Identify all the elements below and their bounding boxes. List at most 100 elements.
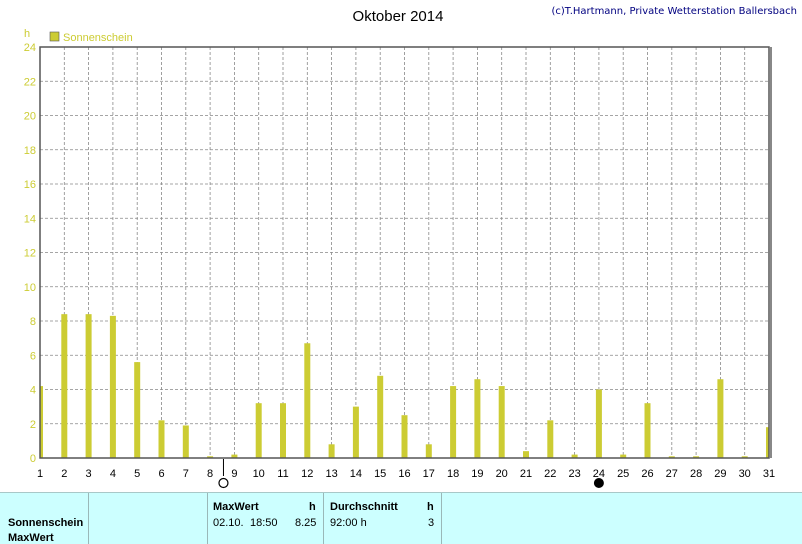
sunshine-bar <box>620 454 627 458</box>
sunshine-bar <box>741 456 748 458</box>
sunshine-bar <box>304 343 311 458</box>
sunshine-bar <box>693 456 700 458</box>
sunshine-bar <box>571 454 578 458</box>
bar-series <box>40 314 769 458</box>
sunshine-bar <box>61 314 68 458</box>
x-tick-label: 29 <box>714 468 726 480</box>
x-tick-label: 21 <box>520 468 532 480</box>
x-tick-label: 17 <box>423 468 435 480</box>
sunshine-bar <box>668 456 675 458</box>
y-tick-label: 2 <box>30 419 36 431</box>
sunshine-bar <box>425 444 432 458</box>
grid-layer <box>40 47 769 458</box>
max-unit: h <box>309 501 316 513</box>
plot-edge-line <box>770 47 772 458</box>
plot-frame <box>39 46 770 459</box>
y-tick-label: 18 <box>24 145 36 157</box>
y-tick-label: 16 <box>24 179 36 191</box>
y-tick-label: 20 <box>24 111 36 123</box>
y-tick-label: 12 <box>24 248 36 260</box>
x-tick-label: 13 <box>325 468 337 480</box>
sunshine-bar <box>644 403 651 458</box>
x-tick-label: 22 <box>544 468 556 480</box>
footer-divider <box>323 493 324 544</box>
y-tick-label: 8 <box>30 316 36 328</box>
legend-label: Sonnenschein <box>63 32 133 44</box>
sunshine-bar <box>450 386 457 458</box>
footer-divider <box>441 493 442 544</box>
x-tick-label: 16 <box>398 468 410 480</box>
sunshine-bar <box>474 379 481 458</box>
sunshine-bar <box>401 415 408 458</box>
sunshine-bar <box>158 420 165 458</box>
avg-header: Durchschnitt <box>330 501 398 513</box>
y-tick-label: 22 <box>24 76 36 88</box>
sunshine-bar <box>255 403 262 458</box>
x-tick-label: 24 <box>593 468 605 480</box>
max-date: 02.10. <box>213 517 244 529</box>
x-tick-label: 31 <box>763 468 775 480</box>
x-tick-label: 26 <box>641 468 653 480</box>
max-header: MaxWert <box>213 501 259 513</box>
y-tick-label: 10 <box>24 282 36 294</box>
sunshine-bar <box>766 427 769 458</box>
row-label-sonnenschein: Sonnenschein <box>8 517 84 529</box>
x-tick-labels: 1 2 3 4 5 6 7 8 9 10 11 12 13 14 15 16 17 18 19 20 21 22 23 24 2… <box>37 468 775 480</box>
footer-divider <box>207 493 208 544</box>
sunshine-bar <box>547 420 554 458</box>
x-tick-label: 23 <box>568 468 580 480</box>
avg-value: 3 <box>428 517 435 529</box>
moon-markers <box>218 459 604 489</box>
sunshine-bar <box>280 403 286 458</box>
y-tick-label: 6 <box>30 350 36 362</box>
x-tick-label: 18 <box>447 468 459 480</box>
sunshine-bar <box>85 314 92 458</box>
max-time: 18:50 <box>250 517 278 529</box>
x-tick-label: 28 <box>690 468 702 480</box>
new-moon-icon <box>593 478 604 488</box>
sunshine-chart: Oktober 2014 (c)T.Hartmann, Private Wett… <box>24 6 797 489</box>
avg-unit: h <box>427 501 434 513</box>
x-tick-label: 27 <box>666 468 678 480</box>
sunshine-bar <box>40 386 43 458</box>
x-tick-label: 12 <box>301 468 313 480</box>
sunshine-bar <box>717 379 724 458</box>
x-tick-label: 15 <box>374 468 386 480</box>
sunshine-bar <box>231 454 238 458</box>
y-tick-label: 4 <box>30 385 36 397</box>
stats-footer: Sonnenschein MaxWert MaxWert h 02.10. 18… <box>0 492 802 544</box>
x-tick-label: 14 <box>350 468 362 480</box>
sunshine-bar <box>352 406 359 458</box>
x-tick-label: 20 <box>496 468 508 480</box>
row-label-maxwert: MaxWert <box>8 532 54 544</box>
x-tick-label: 5 <box>134 468 140 480</box>
x-tick-label: 3 <box>86 468 92 480</box>
x-tick-label: 8 <box>207 468 213 480</box>
x-tick-label: 19 <box>471 468 483 480</box>
sunshine-bar <box>523 451 529 458</box>
y-axis-unit: h <box>24 28 30 40</box>
x-tick-label: 6 <box>158 468 164 480</box>
x-tick-label: 1 <box>37 468 43 480</box>
y-tick-label: 24 <box>24 42 36 54</box>
x-tick-label: 7 <box>183 468 189 480</box>
x-tick-label: 25 <box>617 468 629 480</box>
chart-title: Oktober 2014 <box>353 8 444 25</box>
x-tick-label: 2 <box>61 468 67 480</box>
sunshine-bar <box>377 375 384 458</box>
full-moon-icon <box>218 477 229 489</box>
x-tick-label: 9 <box>231 468 237 480</box>
x-tick-label: 30 <box>739 468 751 480</box>
sunshine-bar <box>498 386 505 458</box>
sunshine-bar <box>595 389 602 458</box>
footer-divider <box>88 493 89 544</box>
sunshine-bar <box>207 456 214 458</box>
copyright-text: (c)T.Hartmann, Private Wetterstation Bal… <box>551 6 797 17</box>
x-tick-label: 10 <box>253 468 265 480</box>
max-value: 8.25 <box>295 517 317 529</box>
sunshine-bar <box>328 444 335 458</box>
y-tick-label: 14 <box>24 213 36 225</box>
x-tick-label: 4 <box>110 468 116 480</box>
sunshine-bar <box>109 315 116 458</box>
